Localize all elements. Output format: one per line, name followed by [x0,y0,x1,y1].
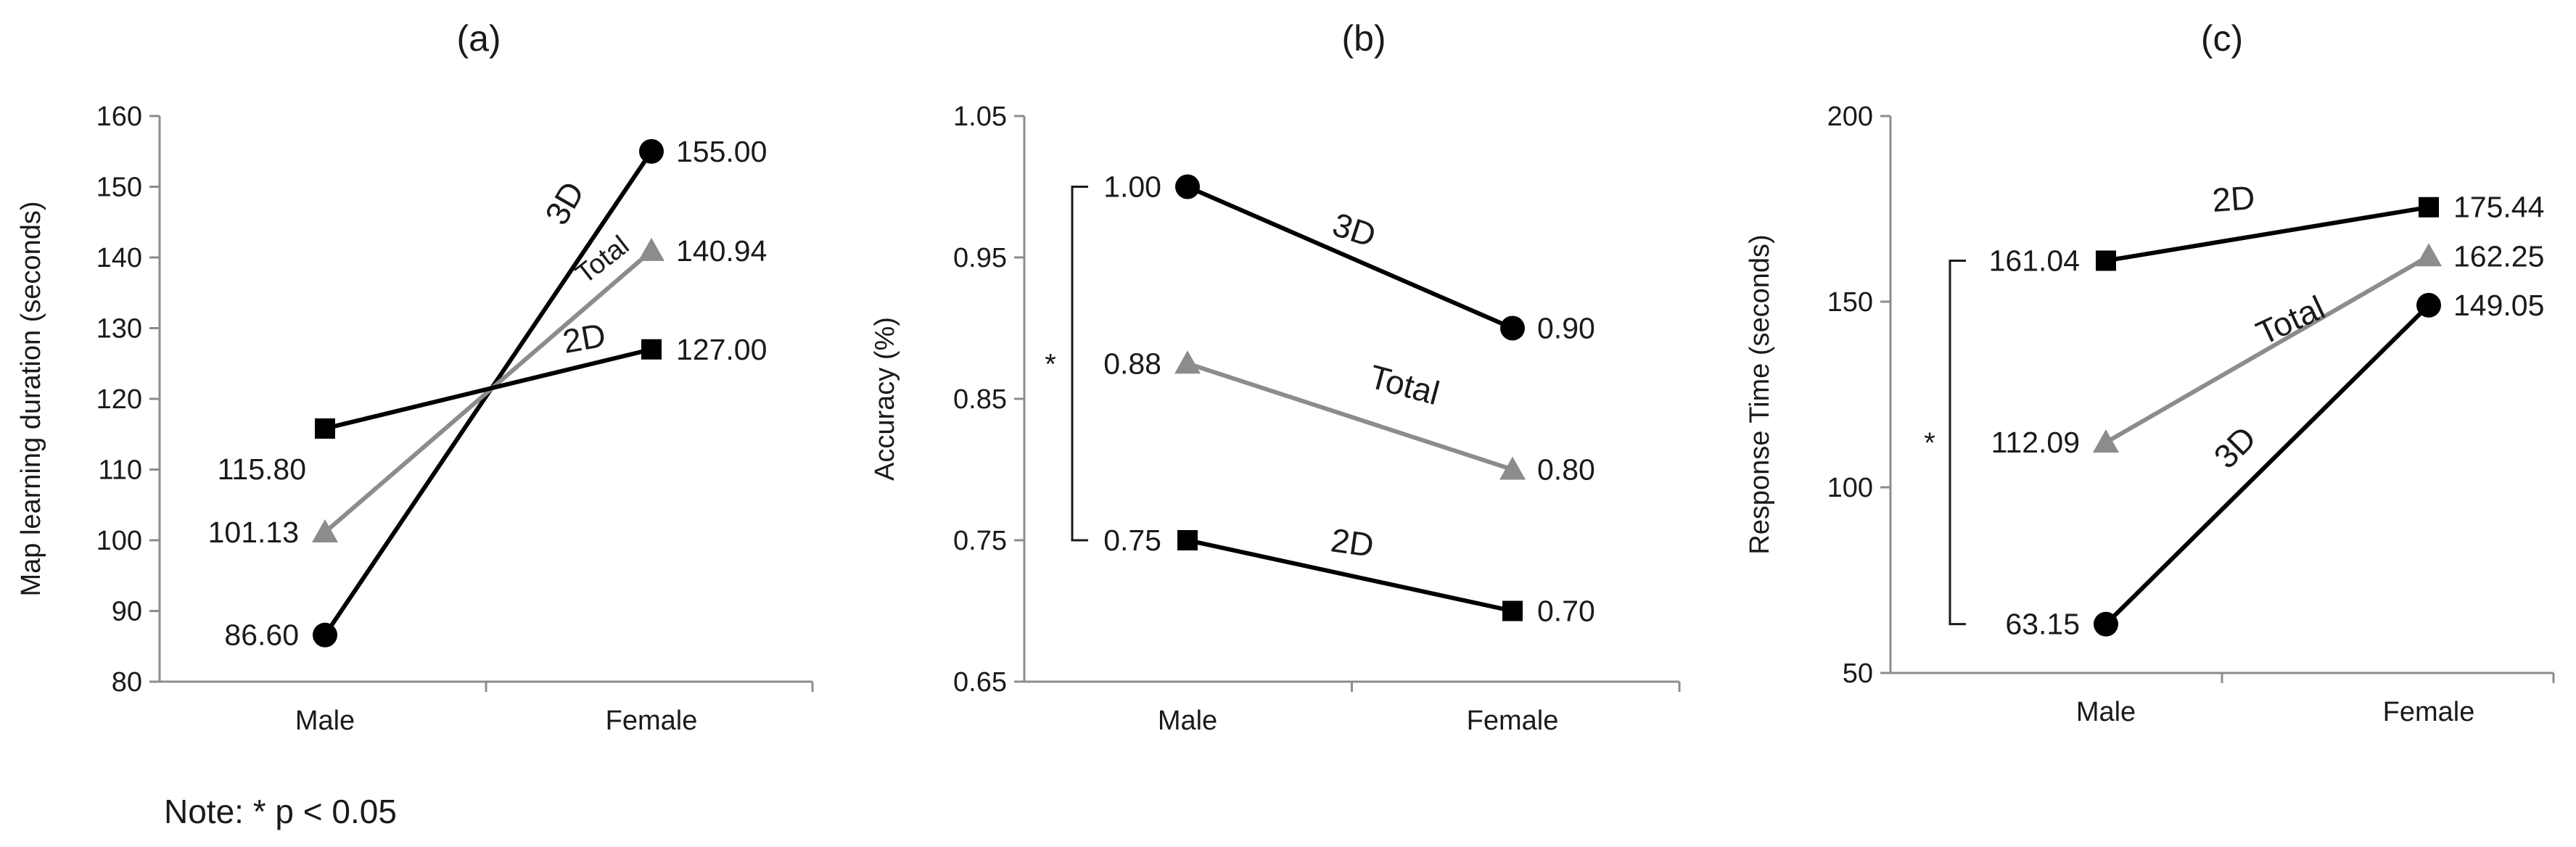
data-label-2d-female: 175.44 [2453,191,2544,224]
data-label-total-female: 162.25 [2453,239,2544,273]
y-tick-label: 50 [1843,658,1873,689]
y-tick-label: 1.05 [953,102,1007,132]
chart-panel-a: (a) Map learning duration (seconds) 80 90 10… [16,18,814,736]
series-line-total [2104,254,2430,445]
series-label-3d: 3D [538,175,591,231]
data-label-3d-male: 86.60 [224,619,299,652]
data-label-3d-female: 155.00 [676,135,767,168]
x-tick-label: Female [1467,706,1559,736]
data-label-2d-male: 115.80 [218,453,306,486]
data-label-2d-male: 0.75 [1103,524,1161,557]
y-tick-label: 150 [1827,287,1873,318]
data-label-3d-female: 0.90 [1537,312,1595,345]
significance-star: * [1045,348,1056,380]
data-point-2d-male [315,418,335,439]
data-label-3d-female: 149.05 [2453,289,2544,322]
note-text: Note: * p < 0.05 [164,793,397,830]
series-line-total [324,249,653,534]
panel-title: (c) [2201,18,2243,59]
y-tick-label: 0.75 [953,526,1007,556]
data-point-3d-female [2416,292,2441,318]
data-label-total-male: 101.13 [208,516,299,549]
data-point-2d-female [641,339,662,360]
y-tick-label: 0.95 [953,243,1007,273]
data-point-2d-male [2096,250,2116,271]
data-point-total-female [2416,243,2442,267]
y-tick-label: 80 [112,667,142,698]
x-tick-label: Female [606,706,698,736]
series-line-2d [324,347,652,431]
series-label-2d: 2D [2211,178,2256,219]
data-point-total-male [2093,429,2119,453]
series-line-2d [2105,204,2429,263]
series-line-3d [1186,184,1514,331]
data-label-total-female: 140.94 [676,234,767,268]
y-tick-label: 140 [96,243,142,273]
y-tick-label: 90 [112,597,142,627]
data-point-3d-male [2094,611,2118,637]
data-point-total-female [638,237,664,261]
significance-bracket [1949,259,1966,626]
series-label-total: Total [1365,358,1443,412]
data-point-3d-female [639,139,664,164]
significance-star: * [1924,427,1935,459]
data-point-total-male [312,518,338,542]
series-line-3d [2104,303,2431,626]
data-point-2d-male [1177,530,1198,550]
x-tick-label: Male [2076,697,2136,727]
y-tick-label: 100 [1827,473,1873,503]
significance-bracket [1071,186,1088,542]
y-tick-label: 100 [96,526,142,556]
data-point-2d-female [2419,197,2439,218]
y-tick-label: 150 [96,173,142,203]
y-tick-label: 0.85 [953,384,1007,415]
data-label-2d-female: 127.00 [676,333,767,366]
series-label-total: Total [2250,288,2330,352]
y-axis-label: Accuracy (%) [870,317,900,481]
series-line-2d [1187,538,1513,613]
data-label-total-female: 0.80 [1537,453,1595,487]
series-label-3d: 3D [2207,419,2263,476]
data-point-total-male [1174,350,1201,374]
data-label-total-male: 112.09 [1991,426,2080,459]
data-label-3d-male: 63.15 [2005,608,2080,641]
y-tick-label: 160 [96,102,142,132]
series-label-total: Total [570,230,635,290]
series-label-3d: 3D [1328,205,1380,255]
y-tick-label: 110 [98,455,142,486]
series-label-2d: 2D [560,316,609,360]
series-label-2d: 2D [1328,521,1375,564]
series-line-total [1187,361,1513,472]
data-label-2d-male: 161.04 [1989,244,2080,277]
y-axis-label: Map learning duration (seconds) [16,202,46,597]
data-label-3d-male: 1.00 [1103,170,1161,204]
y-axis-label: Response Time (seconds) [1745,234,1775,554]
chart-panel-c: (c) Response Time (seconds) 50 100 150 200 Mal… [1745,18,2555,727]
chart-panel-b: (b) Accuracy (%) 0.65 0.75 0.85 0.95 1.05 Male F… [870,18,1681,736]
data-label-2d-female: 0.70 [1537,595,1595,628]
data-label-total-male: 0.88 [1103,347,1161,380]
data-point-total-female [1499,456,1526,480]
x-tick-label: Male [1158,706,1217,736]
y-tick-label: 200 [1827,102,1873,132]
x-tick-label: Female [2383,697,2475,727]
data-point-3d-male [1175,174,1200,199]
y-tick-label: 0.65 [953,667,1007,698]
data-point-3d-female [1500,315,1525,341]
panel-title: (b) [1341,18,1386,59]
x-tick-label: Male [295,706,355,736]
data-point-2d-female [1502,600,1523,621]
panel-title: (a) [456,18,501,59]
y-tick-label: 130 [96,314,142,344]
y-tick-label: 120 [96,384,142,415]
data-point-3d-male [313,622,337,648]
